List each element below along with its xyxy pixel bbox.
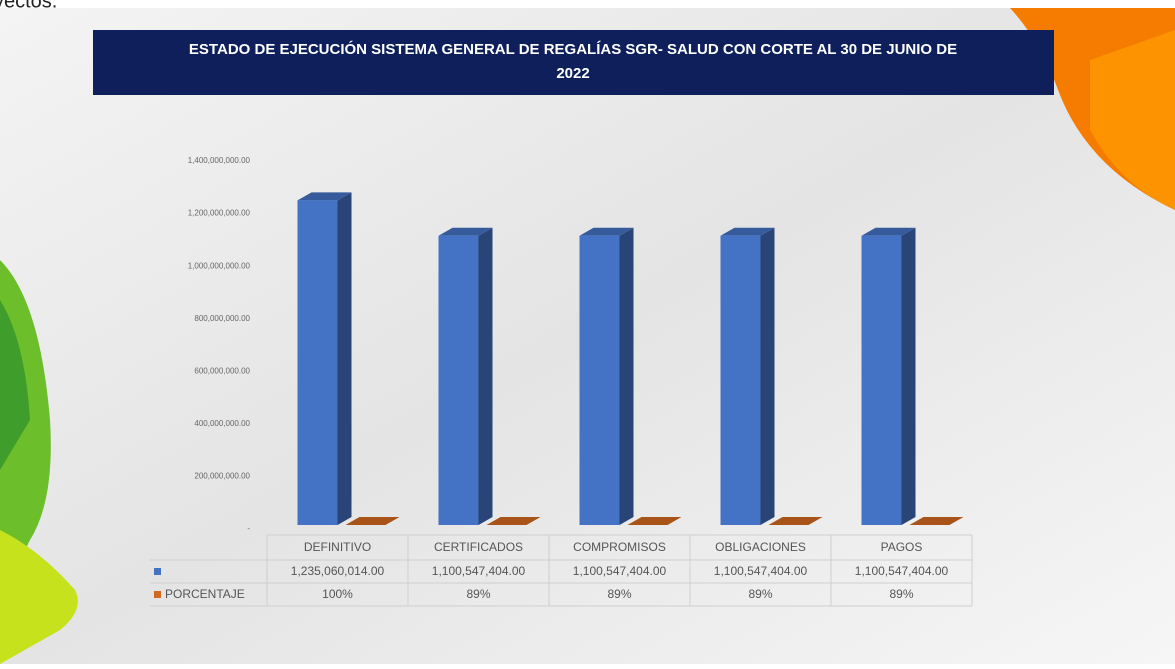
data-label: 1,100,547,404.00 bbox=[714, 564, 808, 578]
chart-title: ESTADO DE EJECUCIÓN SISTEMA GENERAL DE R… bbox=[189, 40, 957, 58]
y-tick-label: 1,000,000,000.00 bbox=[188, 261, 251, 270]
bar-top bbox=[861, 227, 916, 236]
legend-swatch bbox=[154, 568, 161, 575]
bar bbox=[627, 517, 682, 525]
bar bbox=[297, 192, 352, 525]
x-tick-label: COMPROMISOS bbox=[573, 540, 666, 554]
legend-label: PORCENTAJE bbox=[165, 587, 245, 601]
x-tick-label: OBLIGACIONES bbox=[715, 540, 806, 554]
bar-top bbox=[909, 517, 964, 525]
x-tick-label: CERTIFICADOS bbox=[434, 540, 523, 554]
y-tick-label: 400,000,000.00 bbox=[194, 419, 250, 428]
legend-swatch bbox=[154, 591, 161, 598]
y-tick-label: - bbox=[247, 524, 250, 533]
chart-title: 2022 bbox=[556, 65, 589, 82]
bar-side bbox=[337, 192, 352, 525]
title-box bbox=[93, 30, 1054, 95]
bar-front bbox=[297, 200, 338, 525]
cropped-text: yectos. bbox=[0, 0, 57, 12]
bar bbox=[768, 517, 823, 525]
data-label: 100% bbox=[322, 587, 353, 601]
bar bbox=[579, 227, 634, 525]
top-strip bbox=[0, 0, 1175, 8]
bar-top bbox=[627, 517, 682, 525]
data-label: 89% bbox=[466, 587, 490, 601]
bar-top bbox=[720, 227, 775, 236]
y-tick-label: 1,200,000,000.00 bbox=[188, 209, 251, 218]
data-label: 1,100,547,404.00 bbox=[573, 564, 667, 578]
data-label: 89% bbox=[748, 587, 772, 601]
y-tick-label: 600,000,000.00 bbox=[194, 366, 250, 375]
bar-top bbox=[297, 192, 352, 201]
bar bbox=[720, 227, 775, 525]
bar bbox=[486, 517, 541, 525]
bar-top bbox=[579, 227, 634, 236]
bar-top bbox=[486, 517, 541, 525]
decor-green-dark bbox=[0, 300, 30, 470]
decor-lime bbox=[0, 530, 78, 664]
bar-side bbox=[478, 227, 493, 525]
bar-top bbox=[768, 517, 823, 525]
data-label: 1,235,060,014.00 bbox=[291, 564, 385, 578]
data-label: 1,100,547,404.00 bbox=[432, 564, 526, 578]
bar-side bbox=[619, 227, 634, 525]
x-tick-label: PAGOS bbox=[881, 540, 923, 554]
bar-front bbox=[438, 235, 479, 525]
bar bbox=[345, 517, 400, 525]
bar-side bbox=[901, 227, 916, 525]
decor-orange-light bbox=[1090, 30, 1175, 210]
x-tick-label: DEFINITIVO bbox=[304, 540, 371, 554]
bar-side bbox=[760, 227, 775, 525]
y-tick-label: 1,400,000,000.00 bbox=[188, 156, 251, 165]
y-tick-label: 200,000,000.00 bbox=[194, 472, 250, 481]
bar bbox=[909, 517, 964, 525]
y-tick-label: 800,000,000.00 bbox=[194, 314, 250, 323]
bar bbox=[438, 227, 493, 525]
data-label: 1,100,547,404.00 bbox=[855, 564, 949, 578]
data-label: 89% bbox=[607, 587, 631, 601]
bar-front bbox=[720, 235, 761, 525]
bar-front bbox=[579, 235, 620, 525]
bar-front bbox=[861, 235, 902, 525]
data-label: 89% bbox=[889, 587, 913, 601]
bar bbox=[861, 227, 916, 525]
bar-top bbox=[438, 227, 493, 236]
bar-top bbox=[345, 517, 400, 525]
